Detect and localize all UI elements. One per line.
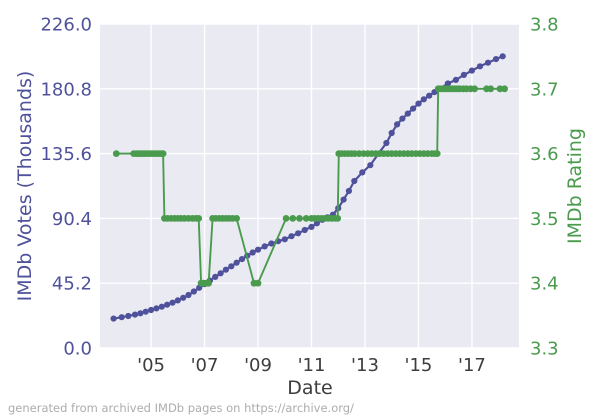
right-axis-title: IMDb Rating — [564, 128, 586, 244]
data-point — [410, 105, 417, 112]
left-tick-label: 90.4 — [52, 209, 92, 230]
x-axis-title: Date — [287, 377, 333, 399]
data-point — [158, 303, 165, 310]
data-point — [351, 177, 358, 185]
x-tick-label: '11 — [298, 355, 326, 376]
data-point — [492, 56, 500, 63]
data-point — [340, 196, 347, 203]
left-tick-label: 180.8 — [40, 79, 92, 100]
data-point — [415, 100, 422, 107]
right-tick-label: 3.3 — [530, 338, 559, 359]
data-point — [249, 249, 256, 256]
left-axis-title: IMDb Votes (Thousands) — [14, 70, 36, 302]
data-point — [301, 226, 308, 234]
data-point — [164, 301, 171, 308]
data-point — [282, 215, 290, 222]
data-point — [222, 266, 229, 273]
data-point — [452, 76, 459, 83]
data-point — [288, 233, 295, 240]
rating-series — [112, 85, 508, 287]
attribution-note: generated from archived IMDb pages on ht… — [8, 401, 354, 415]
right-tick-label: 3.5 — [530, 209, 559, 230]
x-tick-label: '07 — [191, 355, 219, 376]
x-axis-tick-labels: '05 '07 '09 '11 '13 '15 '17 — [137, 355, 486, 376]
data-point — [195, 215, 203, 222]
data-point — [460, 71, 467, 78]
data-point — [174, 297, 181, 304]
data-point — [217, 270, 224, 277]
right-tick-label: 3.7 — [530, 79, 559, 100]
right-axis-tick-labels: 3.3 3.4 3.5 3.6 3.7 3.8 — [530, 14, 559, 359]
data-point — [159, 150, 167, 158]
data-point — [125, 312, 132, 320]
data-point — [476, 63, 484, 70]
data-point — [420, 96, 427, 103]
data-point — [148, 306, 155, 314]
data-point — [302, 215, 310, 222]
left-axis-tick-labels: 0.0 45.2 90.4 135.6 180.8 226.0 — [40, 14, 92, 359]
data-point — [501, 85, 508, 93]
votes-series — [110, 53, 506, 322]
data-point — [484, 59, 492, 66]
data-point — [254, 279, 262, 287]
x-tick-label: '13 — [351, 355, 379, 376]
left-tick-label: 135.6 — [40, 144, 92, 165]
data-point — [345, 187, 352, 195]
data-point — [295, 230, 302, 237]
data-point — [471, 85, 478, 93]
data-point — [180, 294, 187, 301]
data-point — [334, 215, 342, 222]
data-point — [433, 150, 441, 158]
data-point — [233, 215, 241, 222]
data-point — [142, 308, 149, 315]
data-point — [118, 314, 125, 321]
data-point — [468, 67, 475, 74]
data-point — [394, 121, 401, 128]
data-point — [233, 259, 240, 266]
x-tick-label: '05 — [137, 355, 165, 376]
left-tick-label: 0.0 — [63, 338, 92, 359]
right-tick-label: 3.6 — [530, 144, 559, 165]
data-point — [499, 53, 506, 60]
data-point — [281, 236, 288, 243]
data-point — [238, 256, 246, 263]
data-point — [153, 305, 160, 312]
data-point — [399, 115, 406, 122]
data-point — [296, 215, 303, 222]
right-tick-label: 3.8 — [530, 14, 559, 35]
data-point — [289, 215, 297, 222]
plot-background — [100, 24, 519, 348]
data-point — [190, 288, 197, 295]
data-point — [383, 139, 390, 147]
x-tick-label: '15 — [405, 355, 433, 376]
right-tick-label: 3.4 — [530, 274, 559, 295]
data-point — [112, 150, 120, 158]
left-tick-label: 226.0 — [40, 14, 92, 35]
data-point — [254, 246, 262, 253]
data-point — [444, 80, 451, 87]
data-point — [308, 223, 315, 230]
data-point — [169, 299, 176, 306]
data-point — [268, 240, 275, 247]
data-point — [205, 279, 213, 287]
data-point — [487, 85, 495, 93]
data-point — [110, 315, 117, 322]
data-point — [367, 162, 374, 169]
data-point — [212, 273, 219, 280]
x-tick-label: '09 — [244, 355, 272, 376]
x-tick-label: '17 — [458, 355, 486, 376]
data-point — [388, 129, 395, 137]
data-point — [404, 110, 411, 117]
data-point — [359, 169, 366, 176]
data-point — [228, 263, 235, 270]
left-tick-label: 45.2 — [52, 274, 92, 295]
data-point — [137, 310, 144, 317]
data-point — [131, 311, 139, 318]
data-point — [185, 291, 192, 299]
data-point — [261, 243, 268, 250]
data-point — [426, 92, 433, 99]
